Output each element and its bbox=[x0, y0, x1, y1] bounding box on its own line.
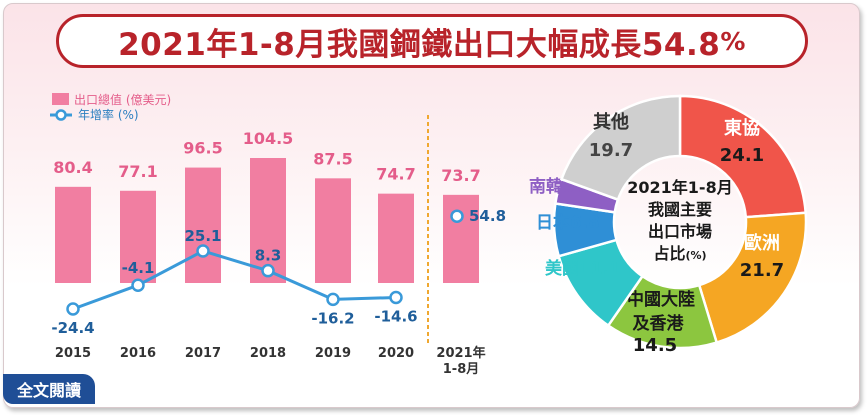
pie-center-title-unit: (%) bbox=[685, 249, 706, 262]
growth-point bbox=[261, 263, 275, 278]
pie-value-label: 24.1 bbox=[720, 145, 764, 166]
growth-point bbox=[196, 244, 210, 258]
growth-point bbox=[66, 302, 80, 316]
pie-label: 東協 bbox=[724, 117, 760, 139]
pie-value-label: 21.7 bbox=[740, 260, 784, 281]
growth-value-label: -14.6 bbox=[374, 308, 417, 326]
growth-value-label: -4.1 bbox=[122, 259, 155, 277]
legend-line-label: 年增率 (%) bbox=[78, 107, 139, 122]
pie-label: 日本6.8 bbox=[536, 212, 600, 233]
pie-slice-其他 bbox=[559, 94, 682, 202]
growth-value-label: 54.8 bbox=[469, 207, 506, 225]
growth-point bbox=[450, 209, 464, 223]
bar-value-label: 104.5 bbox=[243, 129, 294, 148]
bar-value-label: 77.1 bbox=[118, 162, 157, 181]
legend-line-marker bbox=[55, 109, 67, 121]
growth-value-label: 25.1 bbox=[184, 227, 221, 245]
growth-rate-line bbox=[72, 249, 397, 311]
pie-slice-東協 bbox=[678, 94, 808, 219]
pie-center-title: 占比(%) bbox=[653, 244, 706, 263]
x-tick-label: 2015 bbox=[55, 346, 91, 361]
page-title: 2021年1-8月我國鋼鐵出口大幅成長54.8 bbox=[118, 26, 721, 63]
bar-value-label: 73.7 bbox=[441, 166, 480, 185]
pie-value-label: 6.8 bbox=[570, 213, 600, 233]
bar-value-label: 80.4 bbox=[53, 158, 92, 177]
pie-value-label: 19.7 bbox=[589, 140, 633, 161]
bar-2020 bbox=[378, 193, 414, 283]
growth-value-label: -16.2 bbox=[311, 309, 354, 327]
pie-value-label: 11.1 bbox=[579, 259, 621, 279]
bar-2018 bbox=[250, 158, 286, 283]
growth-point bbox=[326, 292, 340, 307]
x-tick-label: 2018 bbox=[250, 346, 286, 361]
pie-center-title: 我國主要 bbox=[648, 200, 712, 219]
bar-value-label: 96.5 bbox=[183, 139, 222, 158]
growth-value-label: 8.3 bbox=[255, 247, 282, 265]
legend-bar-swatch bbox=[52, 93, 69, 105]
bar-2017 bbox=[185, 167, 221, 283]
bar-2016 bbox=[120, 190, 156, 283]
pie-value-label: 14.5 bbox=[633, 335, 677, 356]
growth-value-label: -24.4 bbox=[51, 319, 94, 337]
growth-point bbox=[389, 290, 403, 305]
x-tick-label: 1-8月 bbox=[443, 362, 480, 377]
legend-bar-label: 出口總值 (億美元) bbox=[74, 92, 171, 107]
pie-label: 其他 bbox=[593, 111, 629, 133]
title-banner: 2021年1-8月我國鋼鐵出口大幅成長54.8% bbox=[56, 14, 808, 68]
bar-2021年 bbox=[443, 194, 479, 283]
bar-2019 bbox=[315, 178, 351, 283]
pie-center-title: 出口市場 bbox=[648, 222, 712, 241]
bar-value-label: 74.7 bbox=[376, 165, 415, 184]
pie-slice-歐洲 bbox=[697, 211, 808, 345]
x-tick-label: 2020 bbox=[378, 346, 414, 361]
title-percent: % bbox=[720, 26, 746, 56]
x-tick-label: 2019 bbox=[315, 346, 351, 361]
growth-point bbox=[131, 278, 145, 292]
pie-label: 美國11.1 bbox=[545, 258, 621, 279]
pie-label: 歐洲 bbox=[744, 232, 780, 254]
read-full-text-button[interactable]: 全文閱讀 bbox=[3, 374, 95, 404]
pie-label: 及香港 bbox=[633, 313, 685, 334]
x-tick-label: 2016 bbox=[120, 346, 156, 361]
x-tick-label: 2017 bbox=[185, 346, 221, 361]
bar-2015 bbox=[55, 186, 91, 283]
bar-value-label: 87.5 bbox=[313, 149, 352, 168]
pie-center-title: 2021年1-8月 bbox=[627, 178, 732, 197]
x-tick-label: 2021年 bbox=[436, 345, 485, 361]
pie-label: 中國大陸 bbox=[627, 289, 695, 310]
